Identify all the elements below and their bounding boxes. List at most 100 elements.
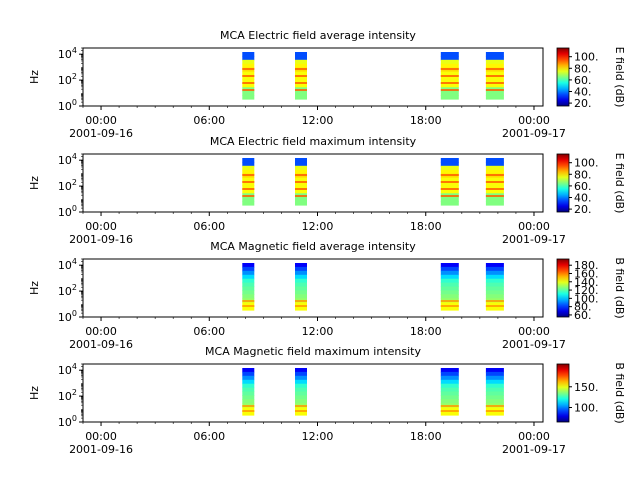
x-tick-label: 06:00 xyxy=(193,220,225,233)
x-tick-label: 12:00 xyxy=(302,220,334,233)
x-tick-label: 00:00 xyxy=(85,325,117,338)
colorbar-tick-label: 100. xyxy=(574,51,599,64)
spectrogram-cell xyxy=(440,399,459,404)
x-tick-label: 00:00 xyxy=(85,114,117,127)
spectrogram-cell xyxy=(440,368,459,373)
spectrogram-block xyxy=(440,263,459,311)
spectrogram-block xyxy=(295,52,307,100)
spectrogram-cell xyxy=(295,306,307,311)
spectrogram-cell xyxy=(485,52,504,57)
spectrogram-cell xyxy=(485,83,504,88)
spectrogram-cell xyxy=(440,278,459,284)
spectrogram-streak xyxy=(295,174,307,176)
spectrogram-cell xyxy=(440,306,459,311)
panel-title: MCA Magnetic field average intensity xyxy=(210,240,416,253)
x-tick-label: 12:00 xyxy=(302,114,334,127)
spectrogram-cell xyxy=(242,201,255,206)
spectrogram-cell xyxy=(440,294,459,299)
spectrogram-cell xyxy=(295,302,307,307)
y-tick-label: 102 xyxy=(58,283,77,298)
spectrogram-cell xyxy=(440,63,459,69)
spectrogram-block xyxy=(485,368,504,416)
spectrogram-cell xyxy=(295,294,307,299)
axes-frame xyxy=(82,47,544,107)
spectrogram-cell xyxy=(295,201,307,206)
spectrogram-cell xyxy=(295,383,307,389)
panel-title: MCA Electric field maximum intensity xyxy=(210,135,417,148)
spectrogram-cell xyxy=(485,399,504,404)
x-tick-label: 00:00 xyxy=(518,220,550,233)
colorbar-label: E field (dB) xyxy=(613,153,626,214)
spectrogram-cell xyxy=(242,185,255,190)
colorbar-tick-label: 20. xyxy=(574,97,592,110)
spectrogram-cell xyxy=(295,79,307,84)
spectrogram-cell xyxy=(440,302,459,307)
spectrogram-cell xyxy=(440,79,459,84)
spectrogram-block xyxy=(242,263,255,311)
spectrogram-cell xyxy=(295,266,307,272)
spectrogram-cell xyxy=(485,306,504,311)
spectrogram-cell xyxy=(295,411,307,416)
x-date-label: 2001-09-17 xyxy=(502,338,566,351)
colorbar-tick-label: 40. xyxy=(574,192,592,205)
spectrogram-cell xyxy=(440,201,459,206)
spectrogram-cell xyxy=(295,63,307,69)
colorbar-tick-label: 120. xyxy=(574,284,599,297)
x-tick-label: 00:00 xyxy=(518,325,550,338)
spectrogram-cell xyxy=(295,91,307,96)
spectrogram-streak xyxy=(242,89,255,91)
panel-4: MCA Magnetic field maximum intensity 100 1… xyxy=(28,345,626,456)
x-tick-label: 18:00 xyxy=(410,325,442,338)
spectrogram-cell xyxy=(242,189,255,194)
spectrogram-streak xyxy=(242,195,255,197)
y-tick-label: 102 xyxy=(58,72,77,87)
y-tick-label: 104 xyxy=(58,46,77,61)
spectrogram-cell xyxy=(242,399,255,404)
spectrogram-streak xyxy=(295,188,307,190)
spectrogram-cell xyxy=(440,407,459,412)
spectrogram-cell xyxy=(485,290,504,295)
y-axis-label: Hz xyxy=(28,386,41,400)
spectrogram-cell xyxy=(485,368,504,373)
spectrogram-cell xyxy=(440,181,459,186)
spectrogram-cell xyxy=(485,169,504,175)
spectrogram-cell xyxy=(485,266,504,272)
colorbar-tick-label: 100. xyxy=(574,292,599,305)
spectrogram-cell xyxy=(485,158,504,163)
spectrogram-cell xyxy=(295,290,307,295)
spectrogram-cell xyxy=(485,395,504,400)
spectrogram-cell xyxy=(440,83,459,88)
spectrogram-cell xyxy=(485,286,504,291)
spectrogram-cell xyxy=(485,387,504,393)
spectrogram-cell xyxy=(440,379,459,385)
spectrogram-cell xyxy=(242,197,255,202)
spectrogram-cell xyxy=(485,95,504,100)
colorbar-tick-label: 80. xyxy=(574,168,592,181)
y-tick-label: 104 xyxy=(58,362,77,377)
spectrogram-cell xyxy=(485,274,504,280)
spectrogram-cell xyxy=(485,71,504,77)
spectrogram-cell xyxy=(295,197,307,202)
axes-frame xyxy=(82,363,544,423)
spectrogram-cell xyxy=(485,165,504,171)
y-tick-label: 100 xyxy=(58,98,77,113)
spectrogram-cell xyxy=(440,189,459,194)
spectrogram-cell xyxy=(440,274,459,280)
spectrogram-cell xyxy=(242,71,255,77)
spectrogram-cell xyxy=(295,71,307,77)
spectrogram-streak xyxy=(440,300,459,302)
spectrogram-cell xyxy=(242,371,255,377)
spectrogram-cell xyxy=(295,371,307,377)
spectrogram-cell xyxy=(242,286,255,291)
spectrogram-streak xyxy=(485,82,504,84)
spectrogram-cell xyxy=(242,306,255,311)
y-tick-label: 100 xyxy=(58,309,77,324)
spectrogram-cell xyxy=(295,278,307,284)
spectrogram-cell xyxy=(295,185,307,190)
colorbar-tick-label: 60. xyxy=(574,309,592,322)
colorbar xyxy=(556,153,570,213)
spectrogram-streak xyxy=(485,68,504,70)
colorbar xyxy=(556,363,570,423)
y-axis-label: Hz xyxy=(28,281,41,295)
spectrogram-streak xyxy=(295,305,307,307)
